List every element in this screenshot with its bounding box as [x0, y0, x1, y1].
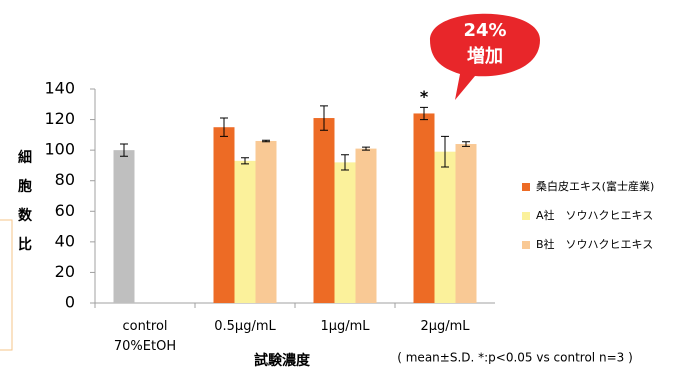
bar — [255, 140, 277, 303]
bar — [234, 160, 256, 303]
frame-fragment — [0, 219, 13, 351]
error-bar — [120, 143, 128, 157]
y-tick-label: 60 — [55, 201, 75, 220]
error-bar — [441, 135, 449, 168]
error-bar — [362, 146, 370, 151]
legend-swatch — [522, 212, 530, 220]
callout-text: 増加 — [467, 45, 503, 67]
bar — [213, 127, 235, 303]
bar — [334, 162, 356, 303]
y-tick-label: 140 — [44, 79, 75, 98]
x-tick-label: 0.5µg/mL — [214, 319, 276, 334]
legend-swatch — [522, 241, 530, 249]
error-bar — [220, 117, 228, 137]
callout-bubble — [430, 13, 540, 100]
legend-label: 桑白皮エキス(富士産業) — [536, 179, 654, 193]
error-bar — [462, 141, 470, 147]
bar — [413, 113, 435, 303]
bar — [355, 148, 377, 303]
legend-swatch — [522, 183, 530, 191]
y-axis-label: 細 — [18, 149, 32, 166]
note: ( mean±S.D. *:p<0.05 vs control n=3 ) — [397, 351, 633, 365]
y-tick-label: 40 — [55, 231, 75, 250]
y-tick-label: 120 — [44, 109, 75, 128]
y-tick-label: 100 — [44, 140, 75, 159]
error-bar — [341, 154, 349, 171]
bar — [313, 118, 335, 304]
x-axis-label: 試験濃度 — [254, 352, 311, 369]
x-tick-label: control 70%EtOH — [113, 319, 177, 354]
bar — [434, 151, 456, 303]
y-tick-label: 80 — [55, 170, 75, 189]
y-tick-label: 20 — [55, 262, 75, 281]
y-axis-label: 比 — [18, 236, 32, 253]
y-axis-label: 胞 — [17, 178, 32, 195]
bar — [455, 144, 477, 303]
bar — [113, 150, 135, 303]
legend-label: B社 ソウハクヒエキス — [536, 237, 653, 251]
error-bar — [420, 106, 428, 121]
y-tick-label: 0 — [65, 293, 75, 312]
error-bar — [320, 105, 328, 131]
x-tick-label: 2µg/mL — [420, 319, 470, 334]
callout-text: 24% — [463, 20, 506, 41]
significance-mark: * — [420, 87, 429, 106]
legend-label: A社 ソウハクヒエキス — [536, 208, 653, 222]
error-bar — [241, 157, 249, 165]
error-bar — [262, 139, 270, 143]
x-tick-label: 1µg/mL — [320, 319, 370, 334]
y-axis-label: 数 — [18, 207, 33, 224]
